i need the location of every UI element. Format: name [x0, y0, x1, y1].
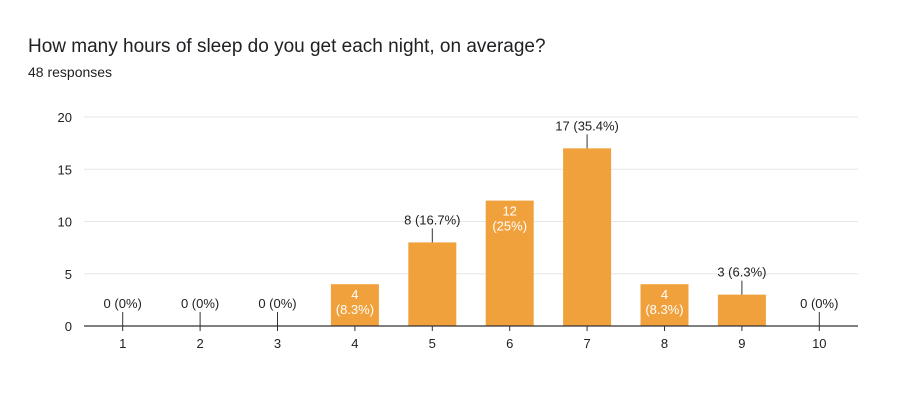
y-tick-label: 10: [58, 215, 72, 230]
y-tick-label: 20: [58, 110, 72, 125]
data-label: 12 (25%): [492, 204, 527, 234]
x-tick-label: 9: [738, 336, 745, 351]
x-tick-label: 1: [119, 336, 126, 351]
bar: [485, 200, 534, 326]
x-tick-label: 6: [506, 336, 513, 351]
data-label: 4 (8.3%): [645, 287, 683, 317]
bar: [408, 242, 457, 326]
data-label: 0 (0%): [181, 296, 219, 311]
bar: [640, 284, 689, 326]
y-tick-label: 15: [58, 162, 72, 177]
response-count: 48 responses: [28, 64, 113, 80]
y-tick-label: 0: [65, 319, 72, 334]
y-tick-label: 5: [65, 267, 72, 282]
data-label: 0 (0%): [104, 296, 142, 311]
x-tick-label: 5: [429, 336, 436, 351]
chart-title: How many hours of sleep do you get each …: [28, 36, 546, 57]
data-label: 4 (8.3%): [336, 287, 374, 317]
x-tick-label: 4: [351, 336, 358, 351]
bar: [717, 294, 766, 326]
data-label: 0 (0%): [258, 296, 296, 311]
x-tick-label: 2: [196, 336, 203, 351]
x-tick-label: 7: [583, 336, 590, 351]
x-tick-label: 10: [812, 336, 826, 351]
bar: [563, 148, 612, 326]
x-tick-label: 8: [661, 336, 668, 351]
bar: [330, 284, 379, 326]
data-label: 0 (0%): [800, 296, 838, 311]
data-label: 17 (35.4%): [555, 118, 619, 133]
data-label: 8 (16.7%): [404, 212, 460, 227]
data-label: 3 (6.3%): [717, 265, 766, 280]
x-tick-label: 3: [274, 336, 281, 351]
